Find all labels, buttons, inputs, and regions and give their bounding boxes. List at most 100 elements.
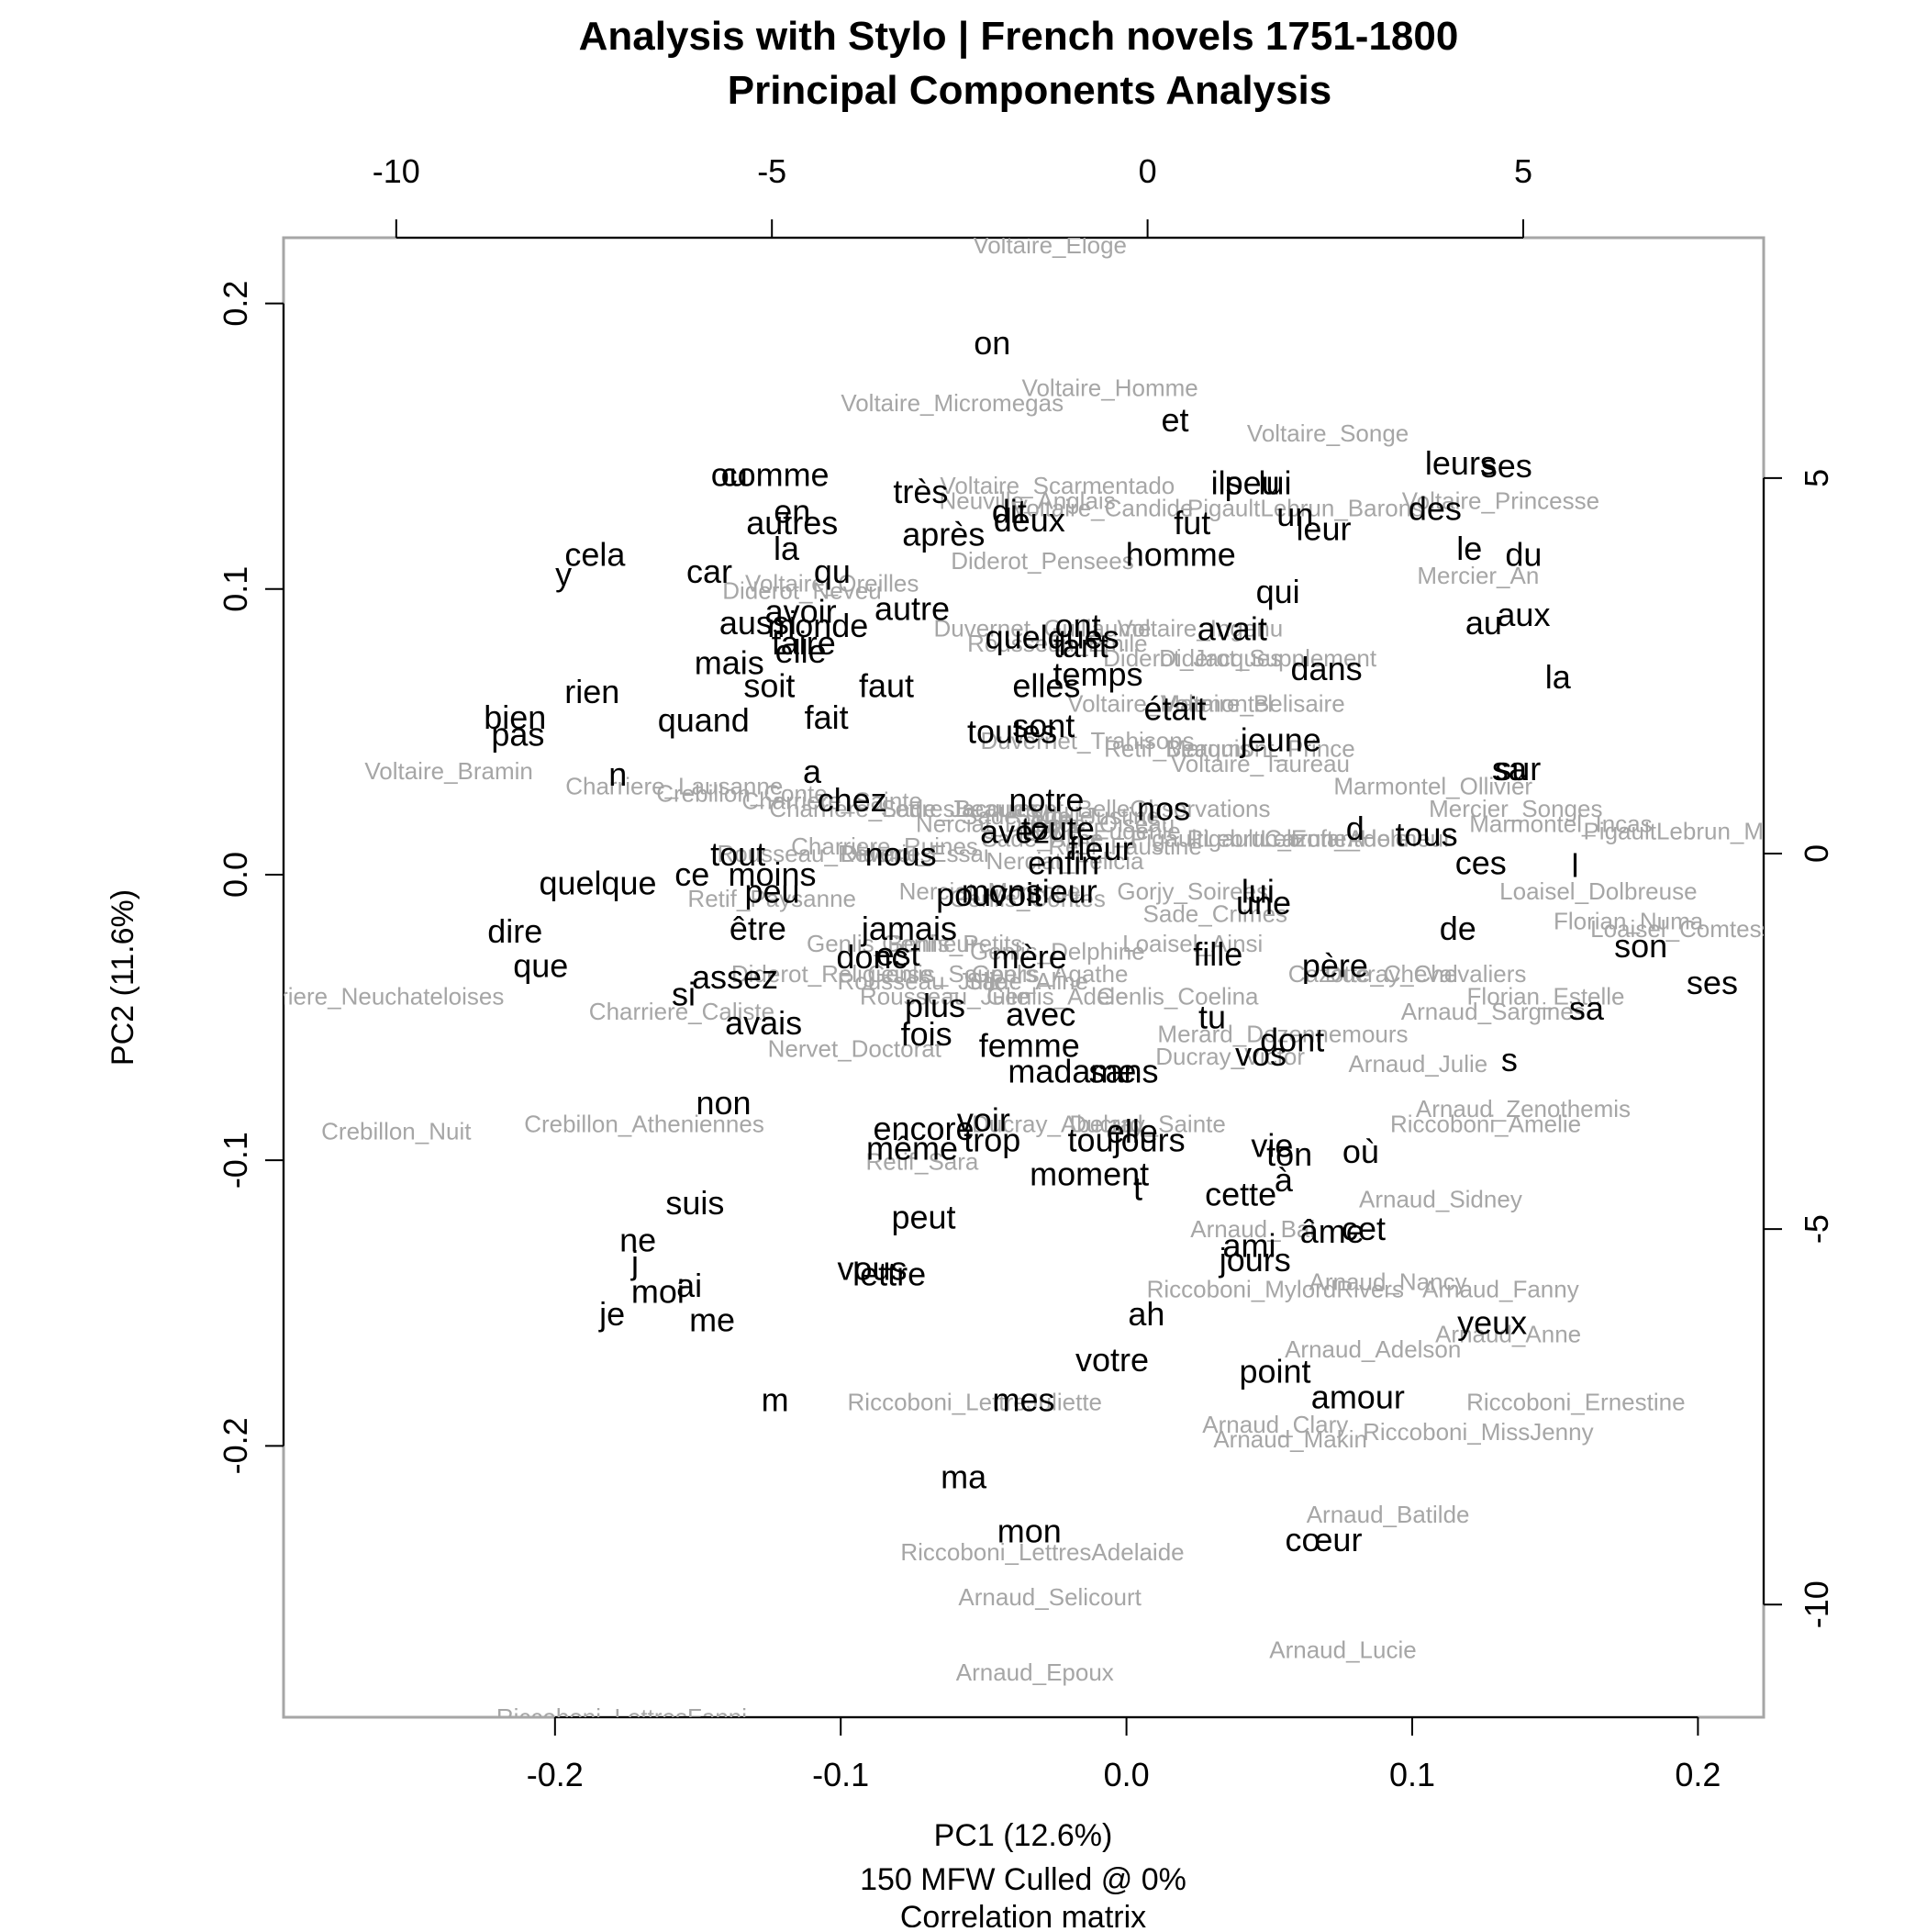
- word-point: elle: [775, 632, 827, 670]
- text-point: Nervet_Doctorat: [768, 1035, 942, 1063]
- text-point: Voltaire_Homme: [1022, 374, 1198, 402]
- x-axis-top: -10 -5 0 5: [373, 152, 1532, 239]
- word-point: femme: [979, 1027, 1080, 1065]
- word-point: était: [1144, 689, 1207, 727]
- text-point: Voltaire_Micromegas: [841, 389, 1064, 417]
- text-point: Arnaud_Makin: [1213, 1425, 1367, 1453]
- word-point: amour: [1311, 1378, 1405, 1415]
- word-point: sa: [1569, 989, 1605, 1027]
- word-point: fleur: [1069, 830, 1133, 867]
- text-point: Retif_Marquis: [1104, 734, 1251, 762]
- text-point: Riccoboni_MylordRivers: [1147, 1276, 1404, 1303]
- text-point: Charriere_Ruines: [791, 832, 978, 860]
- text-point: Arnaud_Batilde: [1307, 1501, 1470, 1528]
- word-point: cet: [1342, 1210, 1386, 1247]
- word-point: ne: [619, 1221, 656, 1258]
- word-point: quelques: [986, 619, 1119, 656]
- word-point: assez: [692, 958, 778, 996]
- text-point: Genlis_Delphine: [970, 937, 1145, 965]
- text-point: PigaultLebrun_Adele: [1187, 825, 1409, 853]
- right-tick-label: -5: [1798, 1214, 1835, 1244]
- text-point: Ducray_Victor: [1155, 1043, 1305, 1070]
- word-point: sans: [1088, 1053, 1158, 1090]
- word-point: ami: [1222, 1227, 1275, 1265]
- y-tick-label: -0.1: [217, 1132, 254, 1189]
- text-point: Nerciat_Dubois: [916, 810, 1079, 837]
- text-point: Rousseau_Julie: [860, 982, 1030, 1010]
- word-point: aux: [1497, 596, 1550, 633]
- word-point: qu: [814, 553, 851, 590]
- text-point: Diderot_Supplement: [1159, 644, 1377, 672]
- x-tick-label: -0.2: [527, 1756, 584, 1793]
- word-point: peu: [744, 873, 799, 910]
- text-point: Arnaud_Fanny: [1422, 1276, 1579, 1303]
- text-point: Florian_Estelle: [1467, 982, 1625, 1010]
- word-point: donc: [836, 938, 908, 976]
- text-point: Duvernet_Trahisons: [981, 727, 1195, 754]
- text-point: Voltaire_Taureau: [1171, 750, 1350, 777]
- word-point: fois: [901, 1015, 952, 1053]
- text-point: Riccoboni_LettresAdelaide: [900, 1538, 1184, 1566]
- text-point: Genlis_Petits: [882, 930, 1022, 957]
- chart-subtitle: Principal Components Analysis: [728, 68, 1332, 113]
- text-point: Sade_Oiseau: [1030, 810, 1175, 837]
- word-point: voir: [957, 1101, 1010, 1139]
- word-point: une: [1236, 884, 1291, 921]
- word-point: l: [1571, 847, 1578, 885]
- text-point: Voltaire_Marmontel: [1067, 689, 1273, 717]
- word-point: que: [513, 947, 568, 985]
- word-point: mes: [992, 1381, 1054, 1419]
- y-tick-label: -0.2: [217, 1417, 254, 1474]
- word-point: encore: [873, 1110, 974, 1147]
- word-point: très: [893, 473, 948, 510]
- text-point: Marmontel_Incas: [1469, 810, 1652, 837]
- word-point: son: [1614, 927, 1667, 965]
- text-point: Voltaire_Candide: [1011, 495, 1193, 522]
- text-point: Sade_Crimes: [1143, 899, 1288, 927]
- text-point: PigaultLebrun_Enfant: [1131, 825, 1361, 853]
- word-point: âme: [1300, 1212, 1364, 1250]
- word-point: en: [774, 493, 810, 530]
- text-point: Sade_Mollie: [962, 802, 1093, 830]
- word-point: autre: [874, 590, 950, 628]
- word-point: après: [902, 516, 985, 553]
- word-point: moins: [728, 855, 816, 893]
- word-point: fait: [805, 698, 849, 736]
- text-point: Loaisel_Dolbreuse: [1499, 877, 1697, 905]
- text-point: Cazotte_Cheval: [1288, 960, 1458, 988]
- word-point: tous: [1396, 815, 1458, 853]
- text-point: Voltaire_Scarmentado: [940, 472, 1175, 499]
- word-point: vie: [1251, 1127, 1293, 1165]
- text-point: Arnaud_Nancy: [1309, 1268, 1467, 1295]
- word-point: me: [689, 1301, 735, 1338]
- word-point: ton: [1266, 1135, 1312, 1173]
- word-point: suis: [665, 1184, 724, 1222]
- word-point: moi: [631, 1272, 685, 1310]
- word-point: bien: [484, 698, 546, 736]
- text-point: Charriere_Neuchateloises: [228, 982, 505, 1010]
- word-point: avez: [980, 812, 1050, 850]
- y-tick-label: 0.0: [217, 852, 254, 898]
- text-point: Mercier_An: [1417, 562, 1539, 589]
- x-axis-label: PC1 (12.6%): [934, 1818, 1113, 1853]
- word-point: leurs: [1425, 444, 1497, 482]
- word-point: notre: [1008, 781, 1084, 819]
- word-point: tant: [1053, 627, 1108, 664]
- text-point: Diderot_Jacques: [1103, 644, 1282, 672]
- word-point: car: [686, 553, 732, 590]
- word-point: avoir: [765, 593, 837, 631]
- word-point: au: [1465, 604, 1502, 642]
- word-point: de: [1440, 910, 1476, 947]
- text-point: Voltaire_Princesse: [1402, 486, 1599, 514]
- word-point: est: [875, 935, 919, 973]
- word-point: jeune: [1240, 721, 1321, 759]
- word-point: dont: [1260, 1021, 1324, 1058]
- text-point: Riccoboni_Amelie: [1390, 1111, 1581, 1138]
- text-point: Charriere_Lettres: [769, 795, 954, 822]
- text-point: Genlis_Bonheur: [807, 930, 978, 957]
- text-point: Arnaud_Clary: [1202, 1411, 1348, 1438]
- word-point: ils: [1211, 464, 1242, 502]
- word-point: ah: [1128, 1295, 1164, 1333]
- text-point: Voltaire_Eloge: [973, 231, 1127, 259]
